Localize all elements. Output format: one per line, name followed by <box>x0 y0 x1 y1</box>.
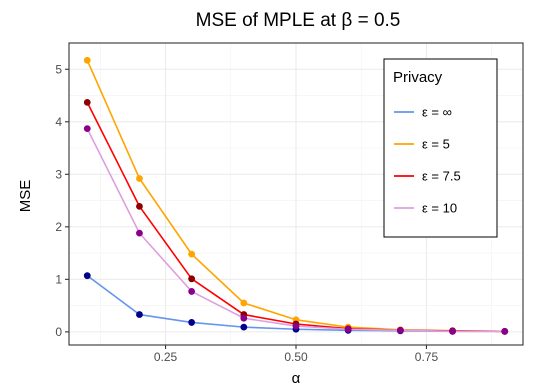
data-point-series-0 <box>136 311 143 318</box>
legend-label-2: ε = 7.5 <box>422 169 461 184</box>
x-tick-label: 0.75 <box>415 350 439 364</box>
chart-title: MSE of MPLE at β = 0.5 <box>196 10 401 31</box>
data-point-series-0 <box>240 323 248 331</box>
legend-label-3: ε = 10 <box>422 201 457 216</box>
data-point-series-3 <box>344 325 352 333</box>
x-tick-label: 0.50 <box>284 350 308 364</box>
x-axis-title: α <box>292 370 301 387</box>
data-point-series-3 <box>83 125 91 133</box>
y-tick-label: 0 <box>55 325 62 339</box>
legend: Privacy ε = ∞ ε = 5 ε = 7.5 ε = 10 <box>383 58 498 238</box>
data-point-series-2 <box>136 202 143 210</box>
data-point-series-1 <box>188 250 196 258</box>
data-point-series-3 <box>188 288 196 295</box>
data-point-series-3 <box>240 314 248 322</box>
data-point-series-3 <box>136 229 143 237</box>
data-point-series-3 <box>449 327 456 335</box>
x-tick-label: 0.25 <box>154 350 178 364</box>
data-point-series-1 <box>136 175 143 182</box>
data-point-series-3 <box>396 326 404 334</box>
y-tick-label: 1 <box>55 272 62 286</box>
y-tick-label: 3 <box>55 167 62 181</box>
data-point-series-0 <box>83 272 91 280</box>
data-point-series-1 <box>240 299 248 307</box>
y-tick-label: 5 <box>55 62 62 76</box>
legend-label-0: ε = ∞ <box>422 105 452 120</box>
data-point-series-1 <box>83 56 91 64</box>
legend-label-1: ε = 5 <box>422 137 450 152</box>
data-point-series-3 <box>292 322 300 330</box>
y-axis-title: MSE <box>17 180 34 213</box>
legend-title: Privacy <box>393 69 443 86</box>
data-point-series-2 <box>188 275 196 283</box>
data-point-series-2 <box>83 98 91 106</box>
y-tick-label: 2 <box>55 220 62 234</box>
y-tick-label: 4 <box>55 115 62 129</box>
data-point-series-0 <box>188 319 196 326</box>
data-point-series-3 <box>501 327 509 335</box>
